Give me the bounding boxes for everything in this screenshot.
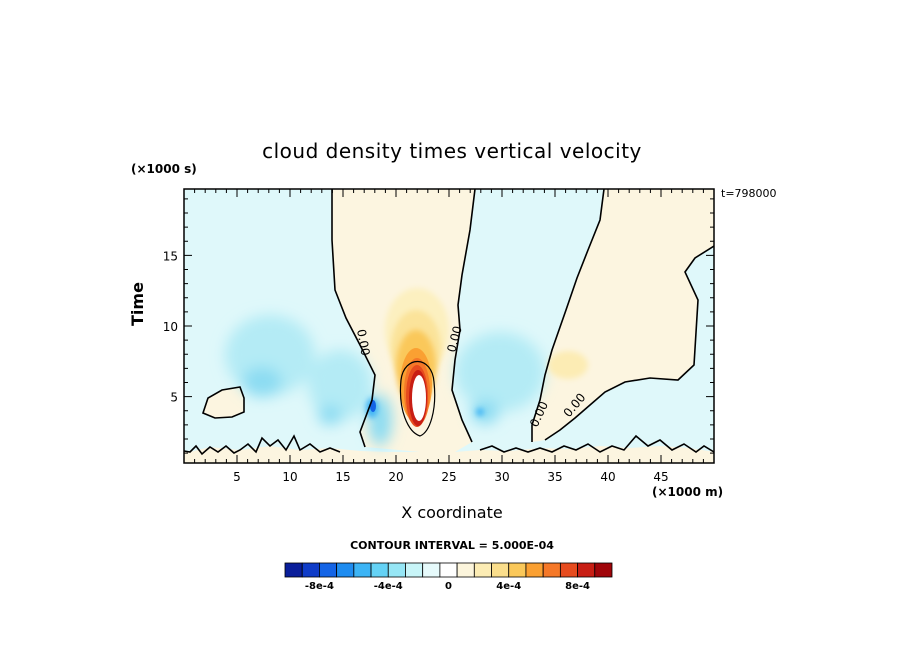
colorbar-swatch — [319, 562, 338, 578]
x-tick-label: 10 — [282, 470, 297, 484]
colorbar-swatch — [491, 562, 510, 578]
colorbar-swatch — [422, 562, 441, 578]
colorbar-swatch — [405, 562, 424, 578]
x-tick-label: 30 — [494, 470, 509, 484]
colorbar-swatch — [284, 562, 303, 578]
contour-interval-label: CONTOUR INTERVAL = 5.000E-04 — [350, 539, 554, 552]
colorbar-swatch — [525, 562, 544, 578]
zero-contours — [184, 189, 714, 456]
colorbar-swatch — [370, 562, 389, 578]
colorbar-swatch — [439, 562, 458, 578]
colorbar-tick-label: -4e-4 — [374, 581, 403, 592]
x-tick-label: 40 — [600, 470, 615, 484]
x-tick-label: 5 — [233, 470, 241, 484]
y-axis-unit: (×1000 s) — [131, 162, 197, 176]
colorbar-swatch — [473, 562, 492, 578]
colorbar-swatch — [559, 562, 578, 578]
x-tick-label: 45 — [653, 470, 668, 484]
colorbar-tick-label: 8e-4 — [565, 581, 590, 592]
chart-title: cloud density times vertical velocity — [262, 139, 642, 163]
x-axis-ticks: 5 10 15 20 25 30 35 40 45 — [194, 189, 704, 484]
contour-label: 0.00 — [354, 328, 372, 357]
colorbar-swatch — [353, 562, 372, 578]
x-tick-label: 15 — [335, 470, 350, 484]
x-axis-unit: (×1000 m) — [652, 485, 724, 499]
colorbar-swatch — [577, 562, 596, 578]
y-axis-ticks: 5 10 15 — [163, 198, 714, 454]
colorbar-swatch — [456, 562, 475, 578]
positive-region-left-blob — [203, 387, 244, 418]
colorbar-tick-label: -8e-4 — [305, 581, 334, 592]
y-tick-label: 15 — [163, 249, 178, 263]
colorbar: -8e-4 -4e-4 0 4e-4 8e-4 — [284, 562, 613, 592]
colorbar-swatch — [301, 562, 320, 578]
contour-label: 0.00 — [444, 324, 464, 353]
colorbar-swatch — [336, 562, 355, 578]
x-axis-label: X coordinate — [401, 503, 503, 522]
x-tick-label: 35 — [547, 470, 562, 484]
colorbar-tick-label: 4e-4 — [496, 581, 521, 592]
x-tick-label: 20 — [388, 470, 403, 484]
x-tick-label: 25 — [441, 470, 456, 484]
colorbar-swatch — [387, 562, 406, 578]
heatmap-field — [184, 189, 714, 463]
y-tick-label: 5 — [170, 391, 178, 405]
time-stamp-label: t=798000 — [721, 187, 777, 200]
colorbar-swatch — [542, 562, 561, 578]
colorbar-swatch — [508, 562, 527, 578]
positive-region-bottom-strip — [184, 446, 714, 463]
y-tick-label: 10 — [163, 320, 178, 334]
positive-core — [385, 288, 449, 427]
colorbar-tick-label: 0 — [445, 581, 452, 592]
colorbar-swatch — [594, 562, 613, 578]
